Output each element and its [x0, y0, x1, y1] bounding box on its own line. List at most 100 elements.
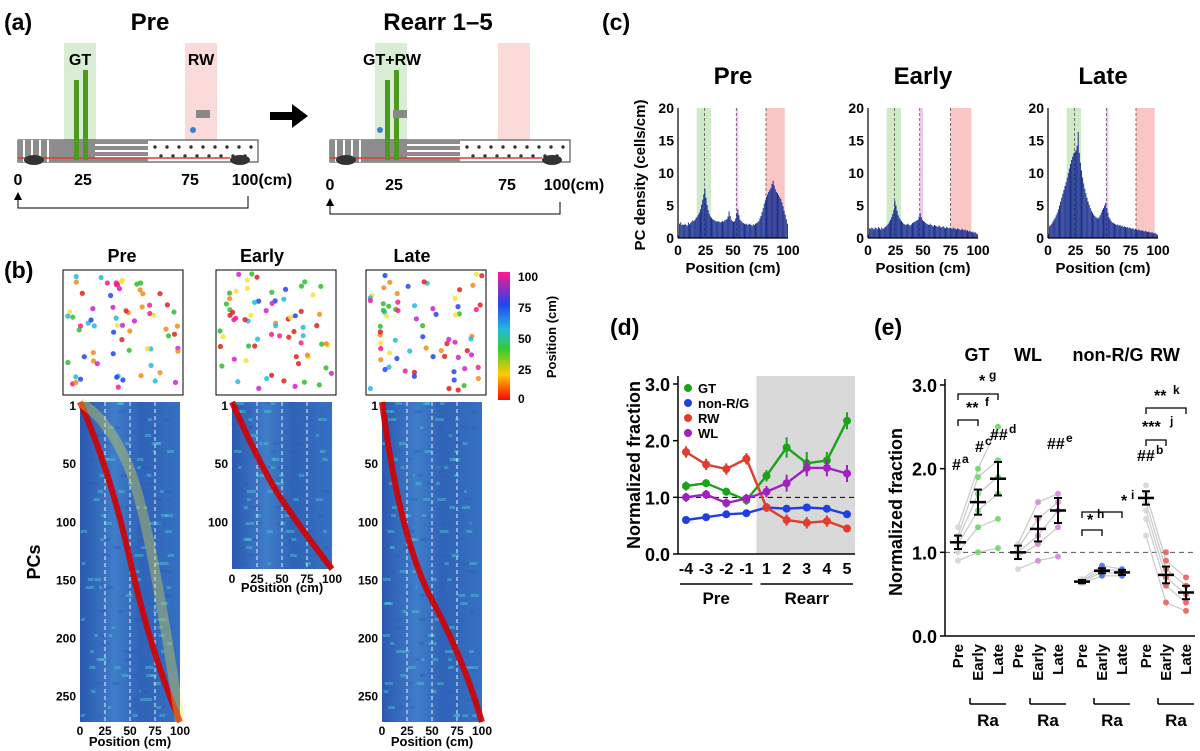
density-bar: [1156, 234, 1158, 238]
c-ytick: 5: [666, 198, 674, 214]
density-bar: [778, 195, 780, 238]
b-pre-ytick: 250: [56, 690, 76, 704]
heatmap-texture-1: [291, 538, 297, 541]
water-drop-rearr-icon: [377, 127, 383, 133]
density-bar: [891, 217, 893, 238]
density-bar: [1140, 230, 1142, 238]
e-annot-a-letter: a: [962, 452, 969, 466]
density-bar: [1149, 232, 1151, 238]
heatmap-texture-2: [432, 658, 439, 661]
b-pre-ytick: 50: [63, 457, 77, 471]
heatmap-texture-1: [315, 434, 319, 437]
b-late-ytick: 100: [358, 515, 378, 529]
fov-cell-1: [233, 315, 239, 321]
heatmap-texture-1: [315, 498, 323, 501]
heatmap-texture-2: [437, 682, 444, 685]
density-bar: [1049, 226, 1051, 238]
c-xlabel: Position (cm): [875, 260, 970, 277]
e-condition-label: Early: [1094, 643, 1111, 680]
heatmap-texture-2: [431, 698, 436, 701]
density-bar: [700, 209, 701, 238]
heatmap-texture-2: [459, 538, 463, 541]
heatmap-texture-2: [428, 522, 437, 525]
density-bar: [1112, 223, 1114, 238]
heatmap-texture-0: [151, 426, 159, 429]
fov-cell-0: [113, 280, 119, 286]
b-xtick-2: 50: [425, 724, 439, 738]
heatmap-texture-2: [461, 562, 470, 565]
heatmap-texture-1: [318, 514, 325, 517]
heatmap-texture-1: [247, 498, 251, 501]
fov-cell-1: [283, 286, 289, 292]
density-bar: [713, 219, 715, 238]
density-bar: [786, 223, 788, 238]
fov-cell-1: [235, 379, 241, 385]
heatmap-texture-2: [382, 442, 387, 445]
zone-WL: [736, 108, 739, 238]
panel-a-track-diagram: Pre Rearr 1–5 GT RW 0 25 75 100(cm): [14, 9, 604, 215]
c-ytick: 0: [666, 230, 674, 246]
e-annot-j-mark: ***: [1142, 419, 1161, 436]
d-xtick: 5: [843, 561, 852, 578]
heatmap-texture-1: [267, 466, 276, 469]
heatmap-texture-2: [458, 594, 466, 597]
heatmap-texture-1: [250, 506, 260, 509]
fov-cell-0: [175, 348, 181, 354]
density-bar: [1132, 228, 1134, 238]
density-bar: [1056, 212, 1058, 238]
fov-cell-0: [79, 290, 85, 296]
density-bar: [1133, 229, 1135, 238]
density-bar: [1122, 226, 1124, 238]
density-bar: [769, 189, 771, 238]
density-bar: [873, 229, 875, 238]
heatmap-texture-0: [151, 674, 157, 677]
density-bar: [869, 228, 871, 238]
b-pre-ytick: 200: [56, 632, 76, 646]
fov-cell-2: [394, 355, 400, 362]
density-bar: [1108, 217, 1110, 238]
density-bar: [877, 226, 879, 238]
density-bar: [881, 227, 883, 238]
heatmap-texture-0: [166, 586, 171, 589]
density-bar: [1053, 219, 1055, 238]
fov-cell-0: [157, 370, 163, 376]
panel-a-pre-title: Pre: [131, 9, 170, 36]
e-bracket-f: [957, 419, 979, 426]
heatmap-texture-0: [158, 522, 167, 525]
heatmap-texture-2: [431, 690, 437, 693]
e-point-WL: [1015, 566, 1021, 573]
heatmap-texture-2: [400, 674, 406, 677]
gt-post-rearr-1: [385, 80, 390, 160]
fov-cell-2: [423, 345, 429, 351]
gt-zone-pre: [64, 43, 96, 155]
density-bar: [1153, 233, 1155, 238]
pos-label-0: 0: [14, 172, 23, 189]
density-bar: [1087, 201, 1089, 238]
density-bar: [897, 215, 899, 238]
fov-pre: [62, 269, 184, 396]
fov-cell-0: [131, 318, 138, 324]
fov-cell-2: [387, 350, 393, 356]
b-xtick-2: 25: [400, 724, 414, 738]
heatmap-texture-0: [85, 586, 94, 589]
e-point-WL: [1055, 490, 1061, 497]
density-bar: [1110, 221, 1112, 238]
e-point-RW: [1143, 482, 1149, 489]
heatmap-texture-1: [277, 522, 282, 525]
heatmap-texture-2: [456, 618, 465, 621]
density-bar: [923, 221, 924, 238]
fov-cell-2: [446, 336, 452, 342]
e-point-RW: [1163, 549, 1169, 556]
fov-cell-0: [77, 323, 84, 329]
data-point-RW: [742, 454, 751, 463]
fov-cell-1: [249, 271, 255, 277]
ridge-early: [229, 400, 335, 571]
heatmap-texture-0: [157, 626, 163, 629]
heatmap-texture-0: [82, 546, 91, 549]
heatmap-texture-2: [442, 522, 450, 525]
density-bar: [884, 226, 886, 238]
density-bar: [1144, 230, 1146, 238]
heatmap-texture-0: [147, 698, 157, 701]
heatmap-texture-1: [271, 458, 280, 461]
heatmap-texture-0: [152, 450, 156, 453]
